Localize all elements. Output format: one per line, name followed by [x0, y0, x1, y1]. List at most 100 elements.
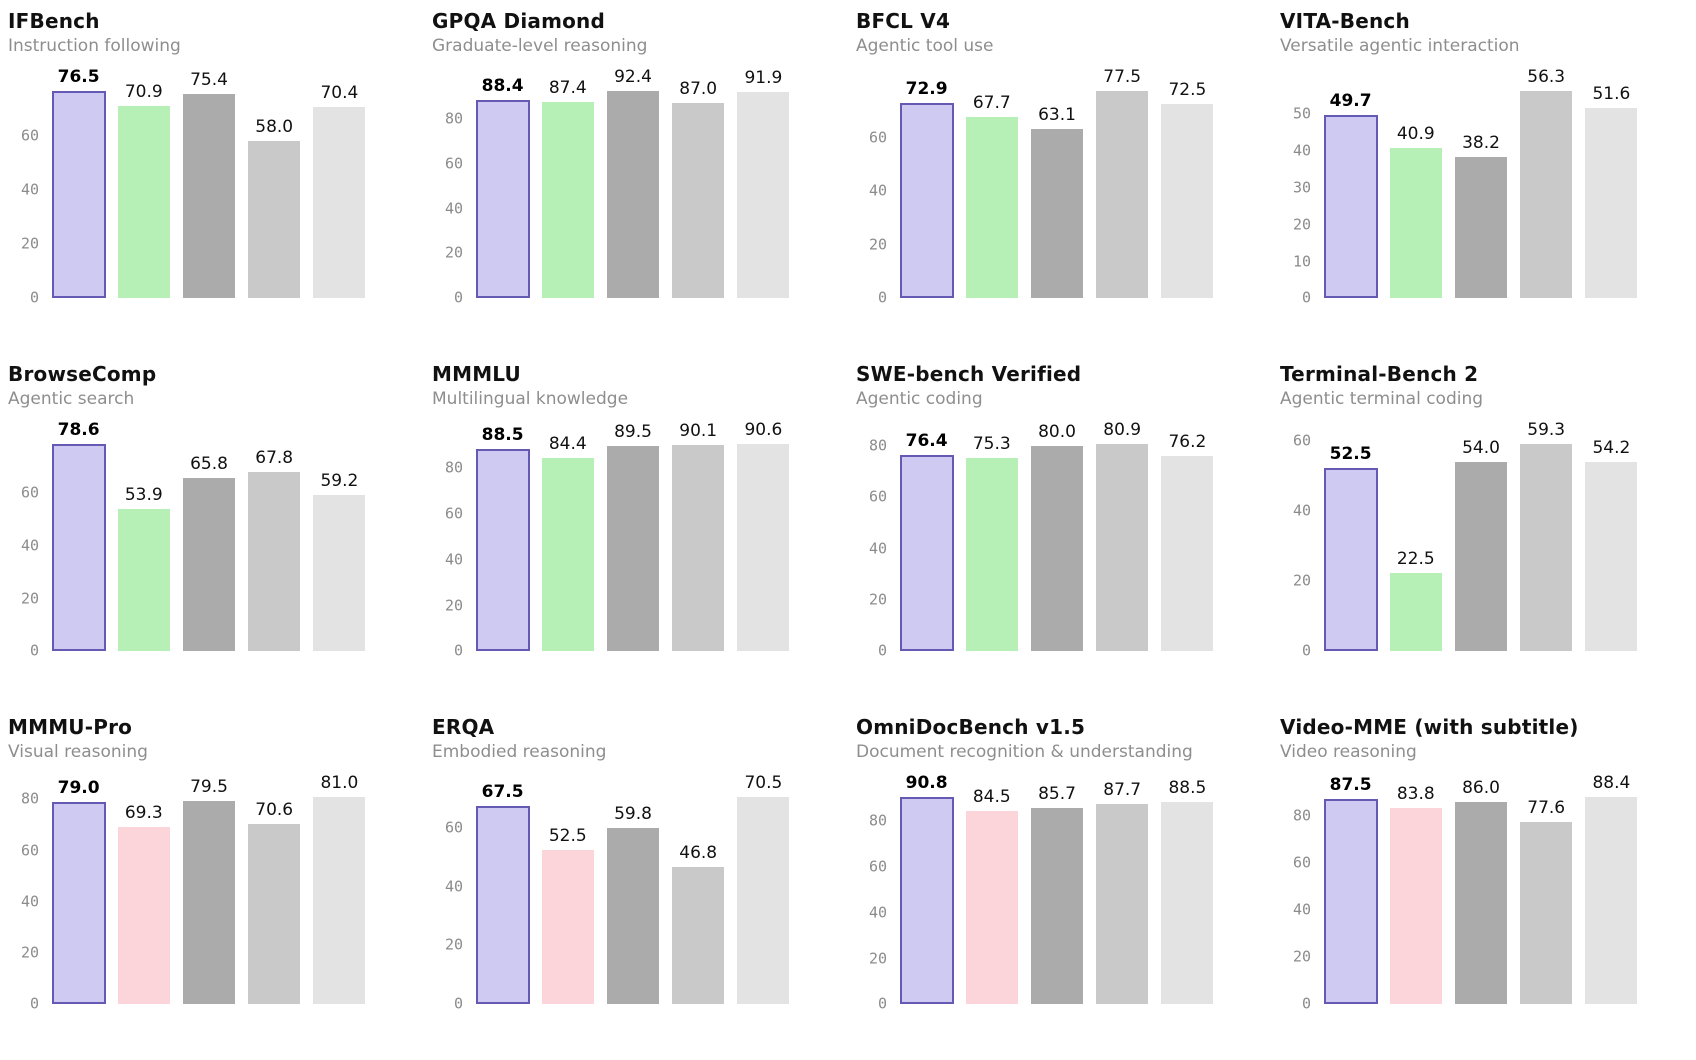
bar-value-label: 54.2	[1592, 437, 1631, 458]
bar-value-label: 70.4	[320, 83, 359, 104]
chart-gpqa-diamond: GPQA Diamond Graduate-level reasoning 0 20 4…	[424, 0, 848, 353]
y-tick-label: 20	[868, 590, 887, 609]
bar-series-1	[1323, 798, 1378, 1005]
y-tick-label: 80	[868, 811, 887, 830]
plot-area: 52.5 22.5 54.0 59.3 54.2	[1318, 421, 1644, 652]
bar-value-label: 38.2	[1462, 133, 1500, 154]
chart-title: ERQA	[432, 715, 495, 739]
y-tick-label: 40	[444, 877, 463, 896]
bar-series-3	[1031, 808, 1083, 1005]
bar-value-label: 85.7	[1038, 784, 1076, 805]
y-tick-label: 60	[868, 128, 887, 147]
bar-series-3	[183, 477, 235, 652]
bar-value-label: 88.5	[1168, 777, 1207, 798]
y-tick-label: 20	[1292, 947, 1311, 966]
chart-terminal-bench-2: Terminal-Bench 2 Agentic terminal coding 0…	[1272, 353, 1696, 706]
chart-swe-bench-verified: SWE-bench Verified Agentic coding 0 20 40 60 8…	[848, 353, 1272, 706]
y-tick-label: 0	[1301, 994, 1311, 1013]
bar-series-3	[1455, 802, 1507, 1005]
bar-value-label: 70.5	[744, 772, 783, 793]
chart-ifbench: IFBench Instruction following 0 20 40 60 76.5 7…	[0, 0, 424, 353]
bar-series-5	[737, 91, 790, 299]
bar-value-label: 83.8	[1396, 783, 1435, 804]
chart-erqa: ERQA Embodied reasoning 0 20 40 60 67.5 52.5 59.…	[424, 706, 848, 1059]
bar-series-2	[965, 117, 1018, 299]
chart-subtitle: Agentic coding	[856, 389, 983, 409]
bar-series-1	[51, 90, 106, 299]
plot-area: 79.0 69.3 79.5 70.6 81.0	[46, 774, 372, 1005]
plot-area: 76.4 75.3 80.0 80.9 76.2	[894, 421, 1220, 652]
bar-series-3	[1031, 129, 1083, 299]
plot-area: 72.9 67.7 63.1 77.5 72.5	[894, 68, 1220, 299]
bar-value-label: 59.2	[320, 470, 359, 491]
y-tick-label: 40	[20, 536, 39, 555]
bar-value-label: 91.9	[744, 67, 783, 88]
bar-series-3	[1031, 445, 1083, 652]
plot-region: 0 20 40 60 80 76.4 75.3 80.0 80.9 76.2	[856, 421, 1272, 658]
plot-area: 67.5 52.5 59.8 46.8 70.5	[470, 774, 796, 1005]
y-tick-label: 0	[1301, 288, 1311, 307]
bar-value-label: 90.6	[744, 419, 783, 440]
y-tick-label: 40	[444, 550, 463, 569]
y-tick-label: 40	[20, 892, 39, 911]
bar-value-label: 52.5	[1329, 443, 1372, 464]
bar-series-1	[475, 448, 530, 652]
plot-region: 0 20 40 60 52.5 22.5 54.0 59.3 54.2	[1280, 421, 1696, 658]
plot-area: 87.5 83.8 86.0 77.6 88.4	[1318, 774, 1644, 1005]
bar-series-4	[672, 444, 725, 652]
chart-subtitle: Video reasoning	[1280, 742, 1417, 762]
y-tick-label: 80	[868, 436, 887, 455]
y-tick-label: 10	[1292, 252, 1311, 271]
bar-series-5	[313, 107, 366, 299]
bar-value-label: 53.9	[124, 484, 163, 505]
bar-series-2	[965, 458, 1018, 652]
chart-video-mme-with-subtitle: Video-MME (with subtitle) Video reasoning…	[1272, 706, 1696, 1059]
bar-value-label: 77.5	[1103, 66, 1142, 87]
chart-title: MMMLU	[432, 362, 521, 386]
bar-series-2	[1389, 572, 1442, 652]
plot-area: 88.4 87.4 92.4 87.0 91.9	[470, 68, 796, 299]
bar-value-label: 84.5	[972, 787, 1011, 808]
y-tick-label: 0	[453, 641, 463, 660]
bar-series-2	[541, 457, 594, 652]
bar-value-label: 87.7	[1103, 779, 1142, 800]
bar-series-3	[607, 446, 659, 652]
y-tick-label: 20	[444, 596, 463, 615]
plot-region: 0 20 40 60 80 88.4 87.4 92.4 87.0 91.9	[432, 68, 848, 305]
y-tick-label: 60	[20, 126, 39, 145]
y-tick-label: 80	[444, 109, 463, 128]
bar-series-1	[899, 796, 954, 1005]
bar-value-label: 86.0	[1462, 778, 1500, 799]
y-tick-label: 40	[1292, 141, 1311, 160]
plot-area: 49.7 40.9 38.2 56.3 51.6	[1318, 68, 1644, 299]
bar-value-label: 54.0	[1462, 438, 1500, 459]
y-tick-label: 0	[1301, 641, 1311, 660]
chart-title: SWE-bench Verified	[856, 362, 1082, 386]
chart-subtitle: Graduate-level reasoning	[432, 36, 648, 56]
bar-value-label: 88.4	[1592, 772, 1631, 793]
bar-series-1	[1323, 467, 1378, 652]
bar-value-label: 88.4	[481, 75, 524, 96]
y-tick-label: 60	[444, 818, 463, 837]
y-tick-label: 80	[1292, 806, 1311, 825]
bar-value-label: 78.6	[57, 419, 100, 440]
y-tick-label: 60	[20, 483, 39, 502]
bar-value-label: 63.1	[1038, 105, 1076, 126]
bar-series-4	[1520, 443, 1573, 652]
y-tick-label: 0	[877, 288, 887, 307]
y-tick-label: 40	[868, 903, 887, 922]
y-tick-label: 20	[20, 589, 39, 608]
plot-region: 0 20 40 60 67.5 52.5 59.8 46.8 70.5	[432, 774, 848, 1011]
bar-value-label: 56.3	[1527, 66, 1566, 87]
bar-value-label: 81.0	[320, 772, 359, 793]
y-axis-ticks: 0 20 40 60 80	[8, 786, 46, 1011]
bar-value-label: 92.4	[614, 66, 652, 87]
bar-value-label: 46.8	[679, 842, 718, 863]
bar-series-2	[541, 101, 594, 299]
bar-series-3	[607, 90, 659, 299]
y-axis-ticks: 0 20 40 60	[856, 80, 894, 306]
chart-title: Terminal-Bench 2	[1280, 362, 1479, 386]
bar-series-5	[1585, 108, 1638, 299]
bar-series-1	[51, 443, 106, 652]
